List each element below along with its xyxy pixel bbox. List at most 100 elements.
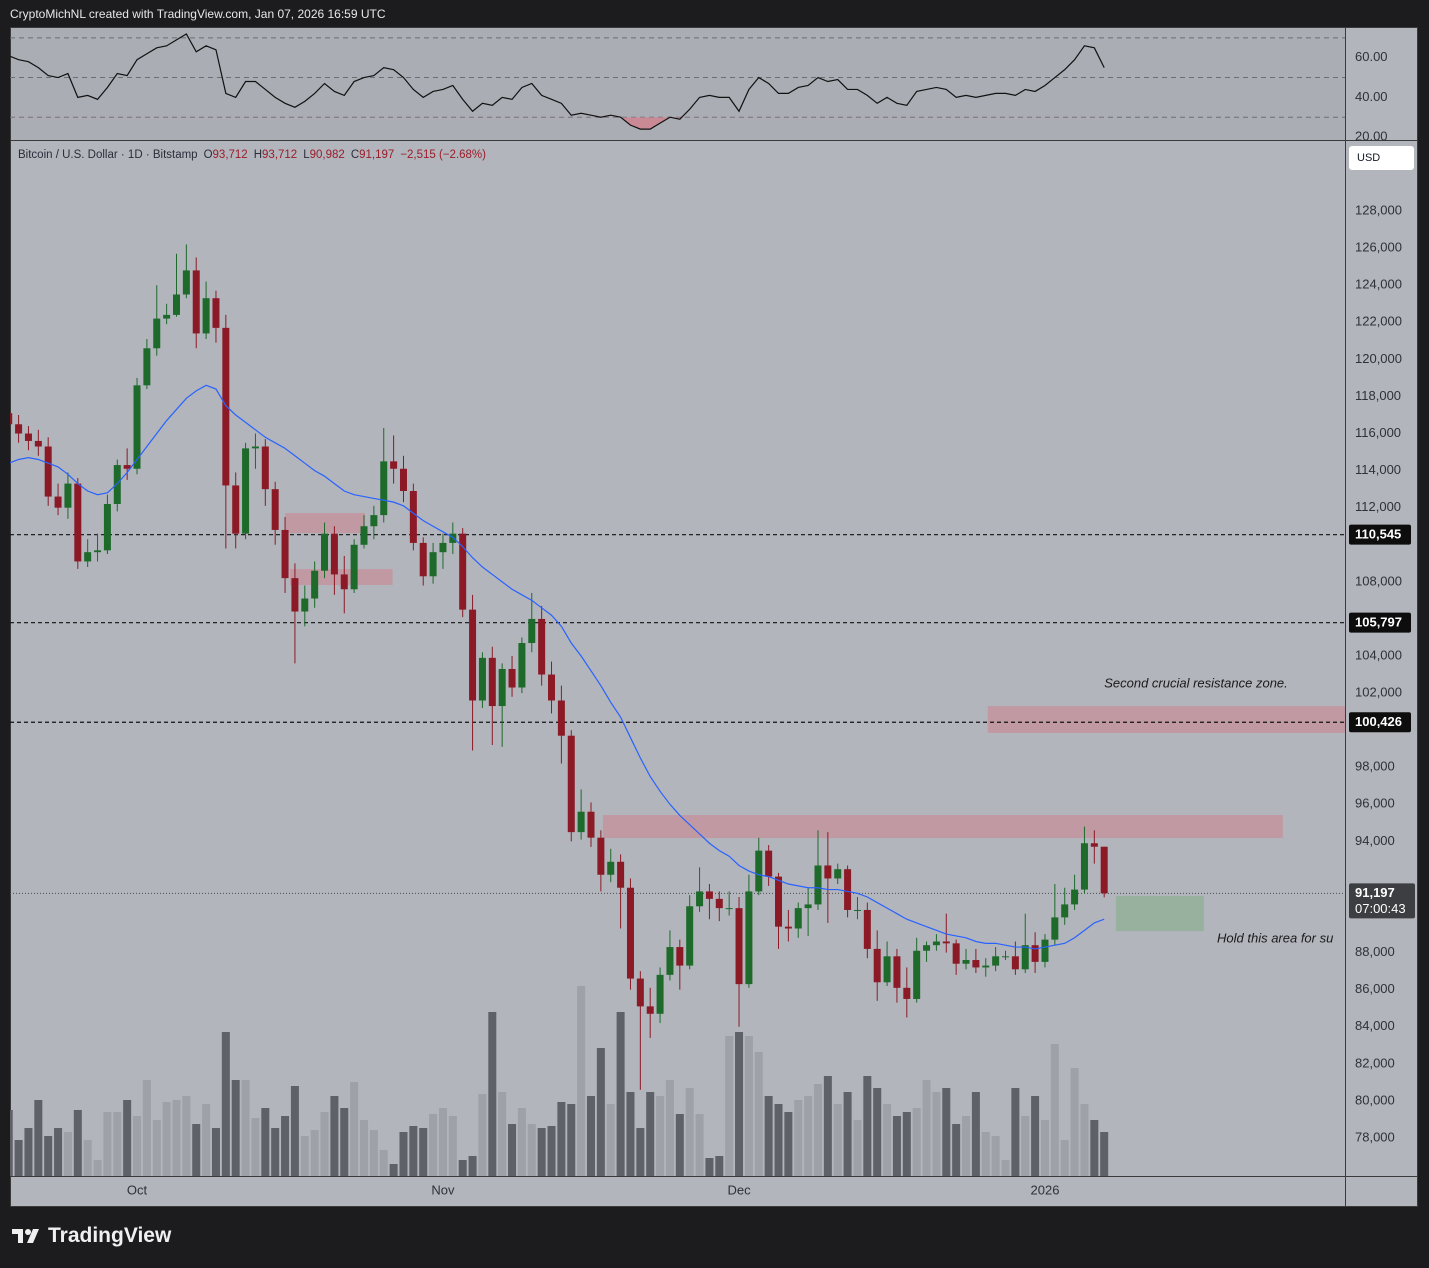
volume-bar <box>715 1156 724 1176</box>
volume-bar <box>636 1128 645 1176</box>
candle-body <box>686 906 694 966</box>
volume-bar <box>695 1114 704 1176</box>
volume-bar <box>902 1112 911 1176</box>
volume-bar <box>873 1088 882 1176</box>
ohlc: C91,197 <box>351 149 395 161</box>
candle-body <box>913 950 921 999</box>
last-price-tag <box>1349 883 1415 919</box>
candle-body <box>775 876 783 927</box>
ohlc-value: 91,197 <box>359 149 395 161</box>
volume-bar <box>744 1036 753 1176</box>
candle-body <box>251 446 259 449</box>
candle-body <box>281 529 289 579</box>
volume-bar <box>123 1100 132 1176</box>
ohlc: H93,712 <box>254 149 298 161</box>
y-tick-label: 108,000 <box>1355 573 1402 588</box>
annotation: Hold this area for su <box>1217 930 1333 945</box>
ohlc: L90,982 <box>303 149 345 161</box>
candle-body <box>222 327 230 486</box>
volume-bar <box>1080 1104 1089 1176</box>
price-line-label: 105,797 <box>1355 615 1402 630</box>
volume-bar <box>211 1128 220 1176</box>
volume-bar <box>300 1136 309 1176</box>
volume-bar <box>133 1116 142 1176</box>
candle-body <box>814 865 822 905</box>
legend: Bitcoin / U.S. Dollar · 1D · Bitstamp O9… <box>18 149 486 161</box>
volume-bar <box>419 1128 428 1176</box>
candle-body <box>271 489 279 530</box>
volume-bar <box>221 1032 230 1176</box>
volume-bar <box>586 1096 595 1176</box>
volume-bar <box>54 1128 63 1176</box>
candle-body <box>853 909 861 911</box>
y-tick-label: 78,000 <box>1355 1129 1395 1144</box>
candle-body <box>755 850 763 892</box>
candle-body <box>123 465 131 469</box>
volume-bar <box>182 1096 191 1176</box>
candle-body <box>301 598 309 612</box>
candle-body <box>1011 956 1019 970</box>
volume-bar <box>10 1110 13 1176</box>
volume-bar <box>892 1116 901 1176</box>
candle-body <box>567 735 575 833</box>
candle-body <box>1090 843 1098 847</box>
zone <box>987 706 1345 733</box>
volume-bar <box>517 1108 526 1176</box>
candle-body <box>192 270 200 334</box>
candle-body <box>1051 917 1059 940</box>
price-layer: Second crucial resistance zone. Hold this… <box>10 244 1345 1176</box>
volume-bar <box>63 1132 72 1176</box>
volume-bar <box>991 1136 1000 1176</box>
candle-body <box>419 542 427 577</box>
volume-bar <box>735 1032 744 1176</box>
volume-bar <box>251 1118 260 1176</box>
candle-body <box>784 926 792 929</box>
zone <box>1116 896 1204 932</box>
volume-bar <box>1021 1116 1030 1176</box>
candle-body <box>459 533 467 610</box>
volume-bar <box>616 1012 625 1176</box>
volume-bar <box>360 1120 369 1176</box>
candle-body <box>409 491 417 543</box>
candle-body <box>24 433 32 441</box>
volume-bar <box>261 1108 270 1176</box>
y-tick-label: 112,000 <box>1355 499 1401 514</box>
ohlc-value: 93,712 <box>212 149 248 161</box>
volume-bar <box>557 1102 566 1176</box>
volume-bar <box>547 1126 556 1176</box>
volume-bar <box>606 1104 615 1176</box>
volume-bar <box>1070 1068 1079 1176</box>
candle-body <box>350 544 358 590</box>
volume-bar <box>330 1096 339 1176</box>
candle-body <box>498 668 506 707</box>
volume-bar <box>1001 1160 1010 1176</box>
candle-body <box>735 908 743 985</box>
ohlc-key: C <box>350 149 360 161</box>
y-tick-label: 82,000 <box>1355 1055 1395 1070</box>
volume-bar <box>1100 1132 1109 1176</box>
candle-body <box>804 904 812 909</box>
candle-body <box>508 668 516 688</box>
candle-body <box>794 908 802 929</box>
candle-body <box>103 503 111 551</box>
candle-body <box>74 483 82 562</box>
candle-body <box>893 956 901 988</box>
rsi-tick-label: 20.00 <box>1355 128 1388 143</box>
volume-bar <box>952 1124 961 1176</box>
chart-frame <box>10 27 1418 1207</box>
currency-button[interactable]: USD <box>1349 146 1414 170</box>
y-tick-label: 114,000 <box>1355 462 1401 477</box>
candle-body <box>340 574 348 590</box>
volume-bar <box>883 1104 892 1176</box>
volume-bar <box>804 1096 813 1176</box>
rsi-line <box>10 33 1105 130</box>
candle-body <box>172 294 180 315</box>
volume-bar <box>577 986 586 1176</box>
volume-bar <box>241 1080 250 1176</box>
y-tick-label: 122,000 <box>1355 314 1402 329</box>
volume-bar <box>152 1120 161 1176</box>
volume-bar <box>73 1110 82 1176</box>
candle-body <box>182 270 190 295</box>
candle-body <box>202 298 210 334</box>
